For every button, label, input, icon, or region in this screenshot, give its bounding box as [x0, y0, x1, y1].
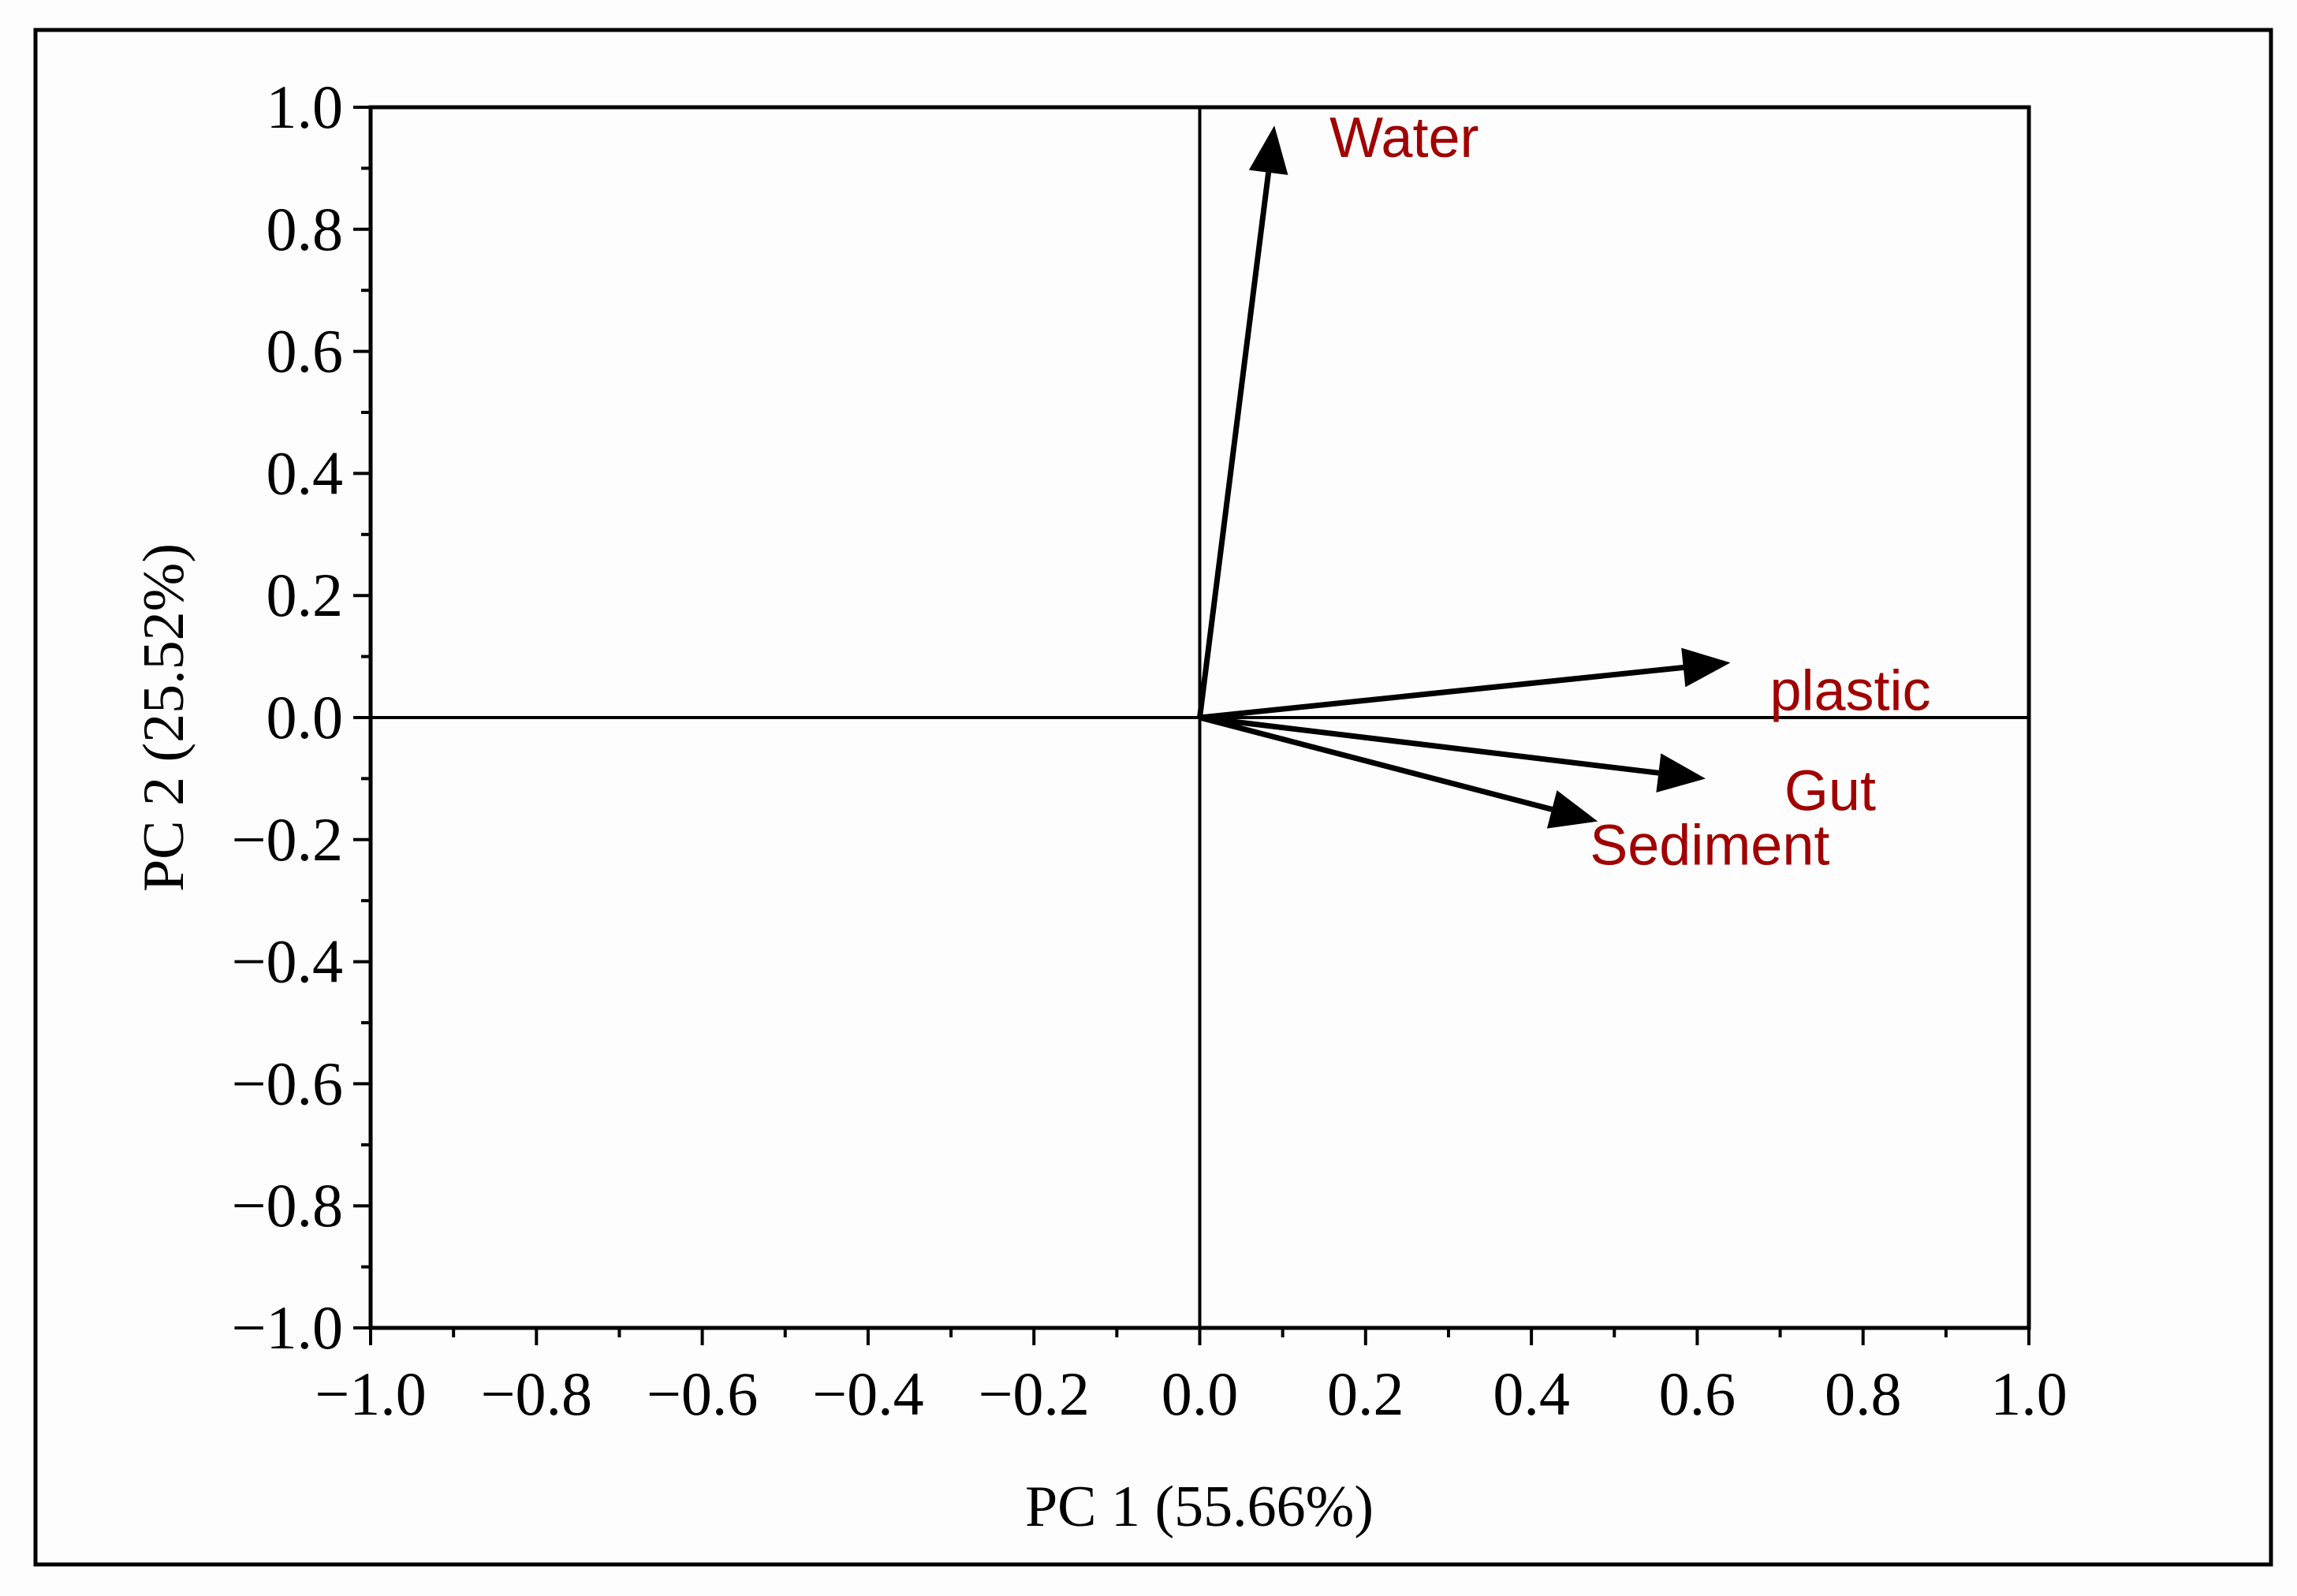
vector-label-gut: Gut — [1784, 759, 1876, 822]
vector-label-water: Water — [1329, 106, 1479, 170]
y-tick-label: −0.8 — [232, 1171, 344, 1240]
vector-plastic — [1199, 665, 1684, 721]
y-tick-label: −0.4 — [232, 927, 344, 996]
x-tick-label: −0.6 — [647, 1359, 759, 1428]
y-axis-label: PC 2 (25.52%) — [132, 543, 196, 892]
x-tick-label: 0.0 — [1162, 1359, 1239, 1428]
vector-water — [1197, 172, 1272, 718]
y-tick-label: 1.0 — [267, 73, 344, 141]
vector-label-plastic: plastic — [1769, 659, 1930, 722]
y-tick-label: 0.6 — [267, 317, 344, 386]
figure-border — [33, 28, 2273, 1567]
y-tick-label: 0.0 — [267, 683, 344, 751]
vector-label-sediment: Sediment — [1590, 815, 1829, 878]
x-tick-label: 0.4 — [1493, 1359, 1570, 1428]
arrowhead-gut — [1656, 753, 1706, 793]
x-tick-label: −0.4 — [812, 1359, 924, 1428]
arrowhead-sediment — [1546, 790, 1598, 829]
arrowhead-water — [1248, 125, 1288, 175]
y-tick-label: −0.2 — [232, 805, 344, 874]
y-tick-label: 0.2 — [267, 561, 344, 629]
y-tick-label: −0.6 — [232, 1049, 344, 1117]
x-tick-label: 0.8 — [1825, 1359, 1902, 1428]
x-tick-label: −1.0 — [315, 1359, 427, 1428]
vector-gut — [1199, 714, 1659, 776]
x-tick-label: 0.2 — [1327, 1359, 1404, 1428]
vector-sediment — [1199, 714, 1553, 812]
x-tick-label: 1.0 — [1990, 1359, 2068, 1428]
x-axis-label: PC 1 (55.66%) — [1025, 1475, 1374, 1539]
x-tick-label: −0.8 — [481, 1359, 593, 1428]
y-tick-label: 0.8 — [267, 195, 344, 263]
y-tick-label: −1.0 — [232, 1293, 344, 1362]
y-tick-label: 0.4 — [267, 438, 344, 507]
arrowhead-plastic — [1681, 647, 1731, 688]
x-tick-label: −0.2 — [978, 1359, 1090, 1428]
x-tick-label: 0.6 — [1659, 1359, 1736, 1428]
